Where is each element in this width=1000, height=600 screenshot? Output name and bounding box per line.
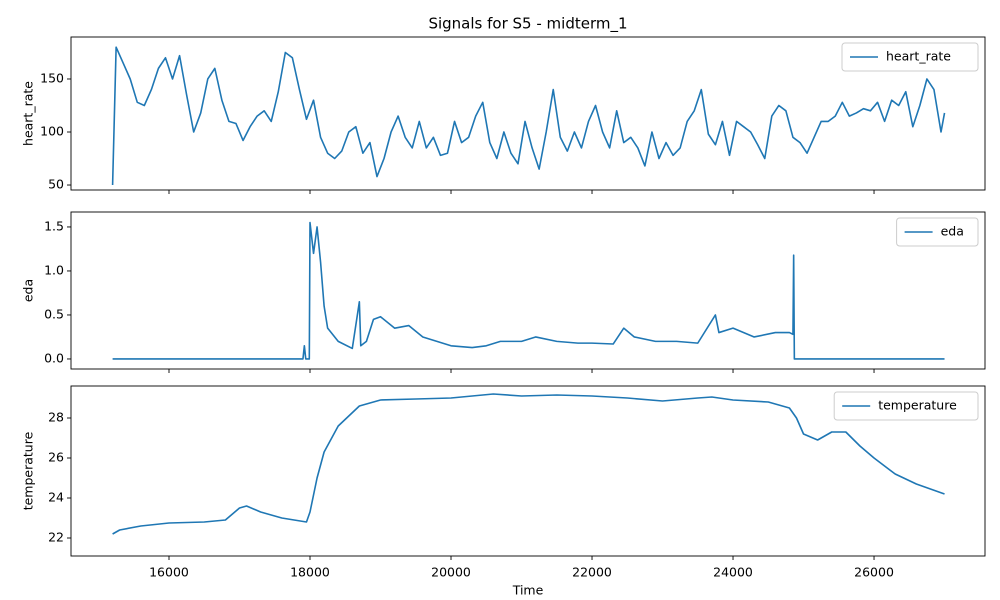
y-tick-label: 0.5 [44, 306, 64, 321]
series-line [111, 46, 946, 186]
chart-title: Signals for S5 - midterm_1 [428, 15, 627, 34]
legend: eda [896, 217, 979, 247]
legend-label: heart_rate [886, 49, 951, 64]
legend-box [896, 217, 979, 247]
x-tick-label: 22000 [572, 565, 612, 580]
x-tick-label: 16000 [149, 565, 189, 580]
x-tick-label: 24000 [713, 565, 753, 580]
series-line [112, 393, 945, 535]
legend-label: temperature [878, 398, 957, 413]
y-axis-label: temperature [21, 431, 36, 510]
y-axis-label: eda [21, 279, 36, 302]
y-tick-label: 50 [48, 177, 64, 192]
y-tick-label: 28 [48, 410, 64, 425]
y-axis-label: heart_rate [21, 81, 36, 146]
y-tick-label: 24 [48, 490, 64, 505]
legend-box [841, 42, 979, 72]
x-tick-label: 26000 [854, 565, 894, 580]
x-axis-label: Time [512, 583, 544, 598]
legend-box [833, 391, 979, 421]
plot-frame [70, 36, 986, 191]
y-tick-label: 1.0 [44, 262, 64, 277]
y-tick-label: 0.0 [44, 350, 64, 365]
series-line [112, 221, 945, 360]
y-tick-label: 150 [40, 70, 64, 85]
y-tick-label: 22 [48, 530, 64, 545]
y-tick-label: 1.5 [44, 218, 64, 233]
y-tick-label: 26 [48, 450, 64, 465]
legend: heart_rate [841, 42, 979, 72]
y-tick-label: 100 [40, 124, 64, 139]
plot-frame [70, 385, 986, 557]
plot-frame [70, 211, 986, 370]
legend-label: eda [941, 224, 964, 239]
x-tick-label: 18000 [290, 565, 330, 580]
x-tick-label: 20000 [431, 565, 471, 580]
legend: temperature [833, 391, 979, 421]
